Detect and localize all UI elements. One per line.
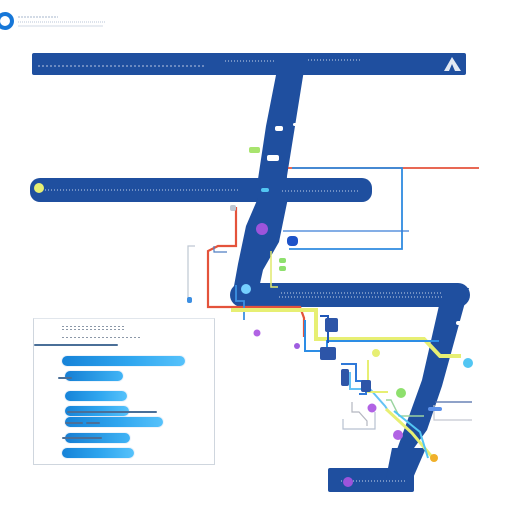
node-marker: [279, 266, 286, 271]
logo-icon: [0, 12, 14, 30]
node-marker: [241, 284, 251, 294]
node-marker: [293, 123, 300, 126]
connector-lines: [187, 167, 479, 459]
route-track: [30, 53, 470, 492]
node-marker: [256, 223, 268, 235]
legend-panel: [33, 318, 215, 465]
node-marker: [267, 155, 279, 161]
node-marker: [343, 477, 353, 487]
node-marker: [275, 126, 283, 131]
header-caption: [18, 16, 105, 27]
node-marker: [279, 258, 286, 263]
node-marker: [287, 236, 298, 246]
node-marker: [463, 358, 473, 368]
node-marker: [325, 318, 338, 332]
node-marker: [320, 347, 336, 360]
legend-row: [62, 448, 134, 458]
node-marker: [428, 407, 442, 411]
node-marker: [261, 188, 269, 192]
node-marker: [249, 147, 260, 153]
corner-arrow-icon: [444, 57, 461, 71]
node-marker: [393, 430, 403, 440]
legend-row: [65, 371, 123, 381]
track-detail-lines: [38, 59, 443, 482]
panel-handle: [65, 422, 83, 424]
panel-handle: [58, 377, 72, 379]
node-marker: [430, 454, 438, 462]
node-markers: [34, 123, 473, 487]
panel-caption: [62, 337, 142, 338]
node-marker: [361, 380, 371, 392]
legend-row: [65, 417, 163, 427]
node-marker: [456, 321, 463, 325]
node-marker: [396, 388, 406, 398]
panel-handle: [67, 411, 157, 413]
legend-row: [62, 356, 185, 366]
panel-handle: [62, 437, 102, 439]
node-marker: [230, 205, 236, 211]
panel-caption: [62, 329, 125, 330]
node-marker: [187, 297, 192, 303]
panel-handle: [34, 344, 118, 346]
panel-caption: [62, 326, 125, 327]
node-marker: [253, 329, 261, 337]
node-marker: [34, 183, 44, 193]
node-marker: [341, 369, 349, 386]
node-marker: [367, 403, 377, 413]
panel-handle: [86, 422, 100, 424]
node-marker: [294, 343, 300, 349]
legend-row: [65, 391, 127, 401]
node-marker: [372, 349, 380, 357]
